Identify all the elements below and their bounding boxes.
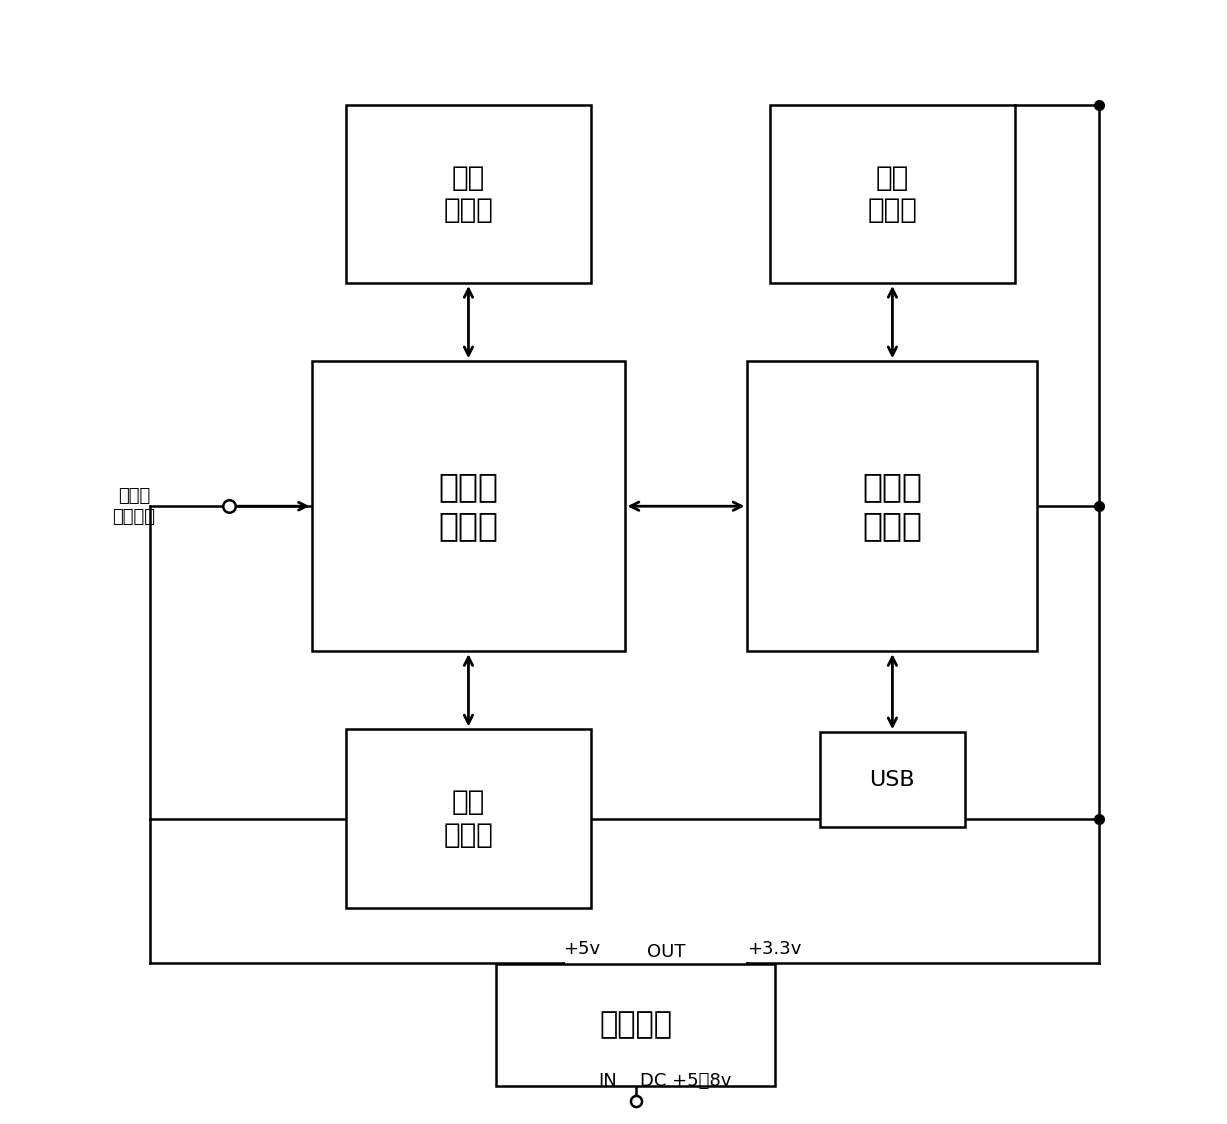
Text: 电源电路: 电源电路 <box>599 1010 672 1040</box>
Bar <box>346 729 591 908</box>
Bar <box>346 105 591 283</box>
Text: DC +5～8v: DC +5～8v <box>640 1072 731 1090</box>
Text: OUT: OUT <box>648 943 686 961</box>
Text: 读写
存储器: 读写 存储器 <box>443 788 493 849</box>
Bar <box>747 361 1038 651</box>
Text: +3.3v: +3.3v <box>747 940 801 958</box>
Text: +5v: +5v <box>563 940 600 958</box>
Text: USB: USB <box>870 770 915 789</box>
Text: IN: IN <box>599 1072 617 1090</box>
Text: 只读
存储器: 只读 存储器 <box>443 164 493 224</box>
Bar <box>497 963 775 1087</box>
Bar <box>820 732 964 827</box>
Text: 视频信
号输入端: 视频信 号输入端 <box>112 487 156 526</box>
Text: 只读
存储器: 只读 存储器 <box>867 164 918 224</box>
Text: 通信控
制电路: 通信控 制电路 <box>863 471 923 542</box>
Bar <box>769 105 1015 283</box>
Bar <box>312 361 625 651</box>
Text: 图像处
理电路: 图像处 理电路 <box>438 471 498 542</box>
